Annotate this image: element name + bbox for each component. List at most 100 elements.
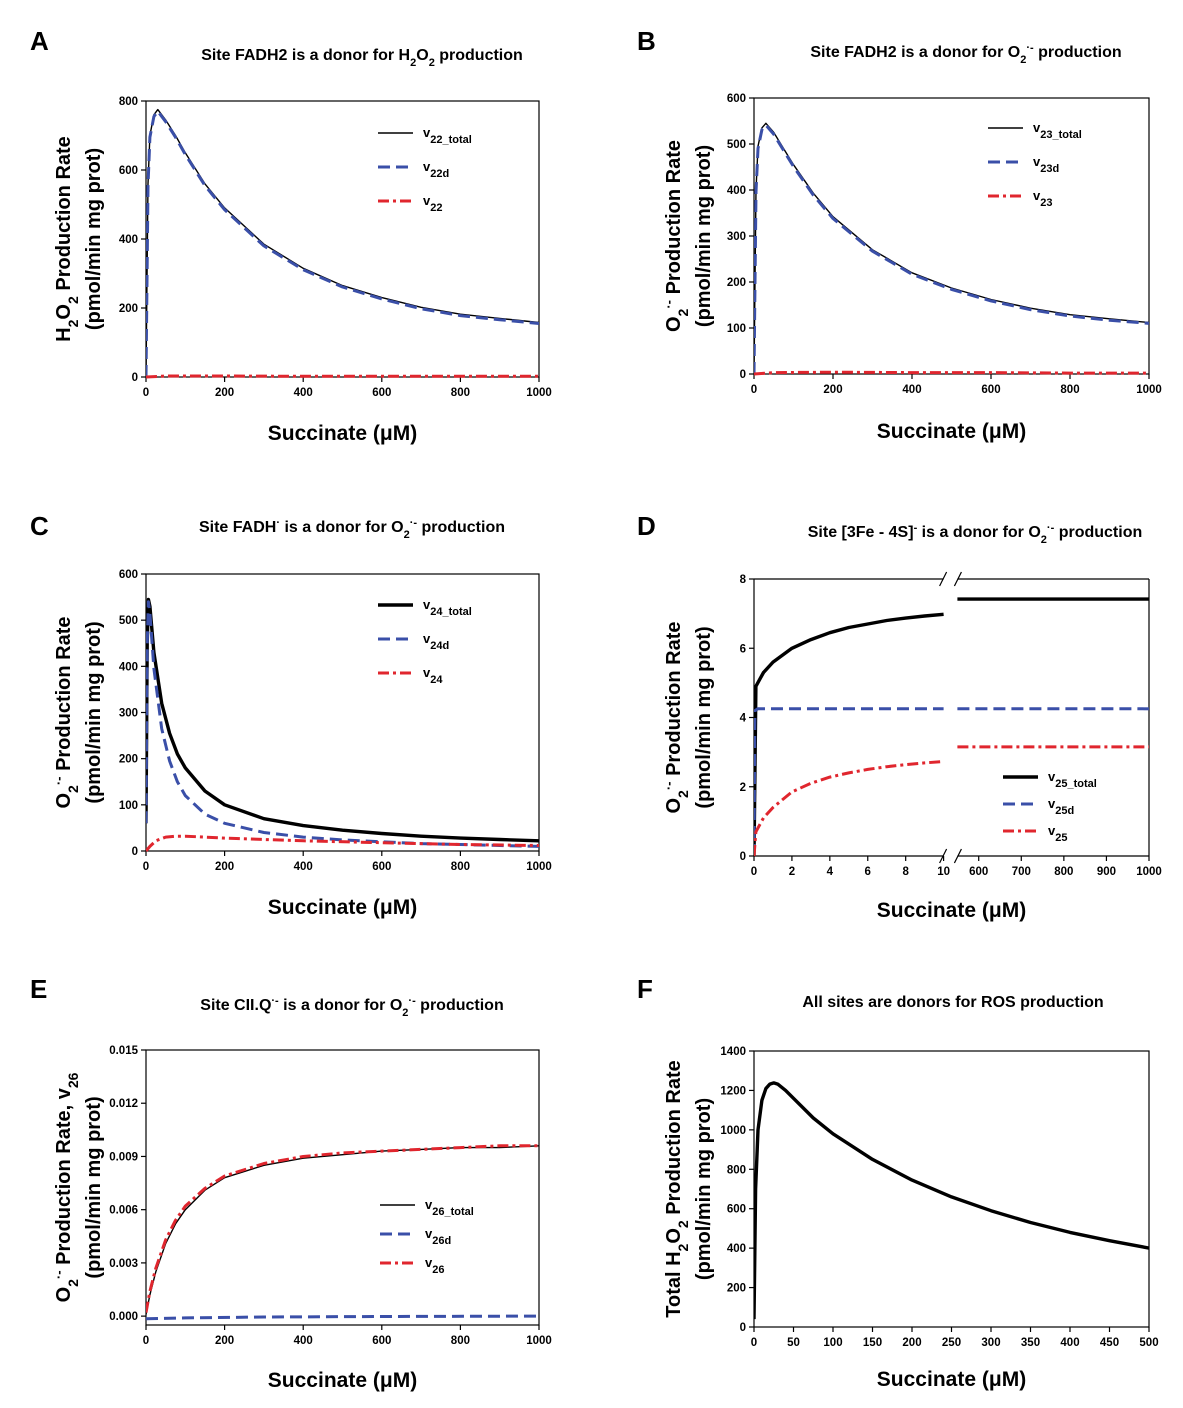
y-tick-label: 400 — [119, 234, 138, 246]
x-tick-label: 1000 — [526, 1335, 552, 1347]
y-axis-label: Total H2O2 Production Rate — [663, 1060, 691, 1317]
x-tick-label: 800 — [1054, 866, 1073, 878]
plot-frame — [145, 100, 540, 378]
y-axis-label: O2·- Production Rate — [51, 616, 82, 808]
series-line-v26d — [146, 1314, 539, 1321]
x-axis-label: Succinate (μM) — [877, 420, 1026, 443]
series-line-v24d — [146, 600, 539, 848]
x-tick-label: 4 — [827, 866, 834, 878]
series-line-v25-total-left — [754, 612, 944, 857]
x-tick-label: 0 — [143, 387, 149, 399]
y-tick-label: 1000 — [720, 1125, 746, 1137]
panel-title: All sites are donors for ROS production — [802, 994, 1103, 1011]
legend-label: v25d — [1048, 796, 1074, 817]
y-tick-label: 0.015 — [109, 1045, 138, 1057]
x-tick-label: 400 — [902, 384, 921, 396]
y-tick-label: 4 — [740, 713, 747, 725]
series-line-v22d — [146, 109, 539, 378]
x-tick-label: 600 — [372, 387, 391, 399]
series-line-v25d-left — [754, 707, 944, 857]
y-axis-label-units: (pmol/min mg prot) — [83, 148, 105, 330]
y-tick-label: 0 — [740, 851, 746, 863]
x-axis-label: Succinate (μM) — [877, 1368, 1026, 1391]
x-tick-label: 1000 — [526, 387, 552, 399]
x-tick-label: 400 — [294, 1335, 313, 1347]
x-axis-label: Succinate (μM) — [268, 896, 417, 919]
x-tick-label: 6 — [865, 866, 871, 878]
panel-title: Site [3Fe - 4S]- is a donor for O2·- pro… — [808, 522, 1142, 546]
y-axis-label-units: (pmol/min mg prot) — [693, 626, 715, 808]
y-tick-label: 2 — [740, 782, 746, 794]
legend-label: v26_total — [425, 1197, 474, 1218]
x-tick-label: 200 — [215, 861, 234, 873]
y-tick-label: 200 — [727, 1283, 746, 1295]
series-line-v25-left — [754, 760, 944, 857]
x-tick-label: 900 — [1097, 866, 1116, 878]
x-tick-label: 600 — [969, 866, 988, 878]
x-tick-label: 800 — [451, 861, 470, 873]
panel-e: E Site CII.Q·- is a donor for O2·- produc… — [30, 974, 552, 1392]
axis-break-mark — [953, 848, 962, 864]
legend-label: v22d — [423, 159, 449, 180]
legend-label: v23d — [1033, 154, 1059, 175]
x-tick-label: 200 — [215, 1335, 234, 1347]
series-line-v24-total — [146, 597, 539, 843]
x-axis-label: Succinate (μM) — [268, 422, 417, 445]
legend-label: v25 — [1048, 823, 1067, 844]
series-line-v23-total — [754, 122, 1149, 375]
panel-a: A Site FADH2 is a donor for H2O2 producti… — [30, 26, 552, 445]
y-tick-label: 0 — [132, 846, 138, 858]
y-axis-label: H2O2 Production Rate — [53, 136, 81, 342]
panel-letter: B — [637, 26, 656, 56]
y-tick-label: 500 — [727, 139, 746, 151]
panel-title: Site FADH· is a donor for O2·- productio… — [199, 517, 505, 541]
panel-letter: E — [30, 974, 47, 1004]
legend-label: v23_total — [1033, 120, 1082, 141]
legend-label: v22 — [423, 193, 442, 214]
y-tick-label: 8 — [740, 574, 747, 586]
plot-frame — [145, 573, 540, 852]
y-tick-label: 0.012 — [109, 1098, 138, 1110]
y-axis-label-units: (pmol/min mg prot) — [693, 145, 715, 327]
y-tick-label: 400 — [119, 661, 138, 673]
panel-f: F All sites are donors for ROS production… — [637, 974, 1159, 1391]
legend-label: v23 — [1033, 188, 1052, 209]
x-tick-label: 200 — [215, 387, 234, 399]
y-tick-label: 300 — [119, 708, 138, 720]
y-tick-label: 0.000 — [109, 1311, 138, 1323]
y-axis-label-units: (pmol/min mg prot) — [83, 621, 105, 803]
y-tick-label: 0.009 — [109, 1151, 138, 1163]
y-tick-label: 100 — [727, 323, 746, 335]
x-tick-label: 250 — [942, 1337, 961, 1349]
x-tick-label: 1000 — [1136, 866, 1162, 878]
axis-break-mark — [953, 571, 962, 587]
x-tick-label: 0 — [751, 866, 757, 878]
series-line-v23 — [754, 370, 1149, 376]
y-tick-label: 0 — [740, 369, 746, 381]
y-tick-label: 0.003 — [109, 1258, 138, 1270]
x-tick-label: 200 — [902, 1337, 921, 1349]
plot-frame — [145, 1049, 540, 1326]
y-tick-label: 600 — [727, 1204, 746, 1216]
y-tick-label: 1200 — [720, 1085, 746, 1097]
x-tick-label: 0 — [751, 1337, 757, 1349]
x-tick-label: 600 — [372, 1335, 391, 1347]
y-axis-label: O2·- Production Rate, v26 — [51, 1072, 82, 1302]
y-axis-label-units: (pmol/min mg prot) — [83, 1096, 105, 1278]
panel-title: Site FADH2 is a donor for H2O2 productio… — [201, 47, 523, 69]
x-tick-label: 800 — [1060, 384, 1079, 396]
legend-label: v26 — [425, 1255, 444, 1276]
x-axis-label: Succinate (μM) — [268, 1369, 417, 1392]
axis-break-mark — [939, 571, 948, 587]
x-tick-label: 10 — [937, 866, 950, 878]
legend-label: v24d — [423, 631, 449, 652]
panel-c: C Site FADH· is a donor for O2·- producti… — [30, 511, 552, 919]
y-tick-label: 800 — [119, 96, 138, 108]
panel-letter: F — [637, 974, 653, 1004]
panel-d: D Site [3Fe - 4S]- is a donor for O2·- pr… — [637, 511, 1162, 922]
legend-label: v24 — [423, 665, 443, 686]
y-tick-label: 1400 — [720, 1046, 746, 1058]
x-tick-label: 350 — [1021, 1337, 1040, 1349]
panel-letter: D — [637, 511, 656, 541]
y-tick-label: 600 — [727, 93, 746, 105]
